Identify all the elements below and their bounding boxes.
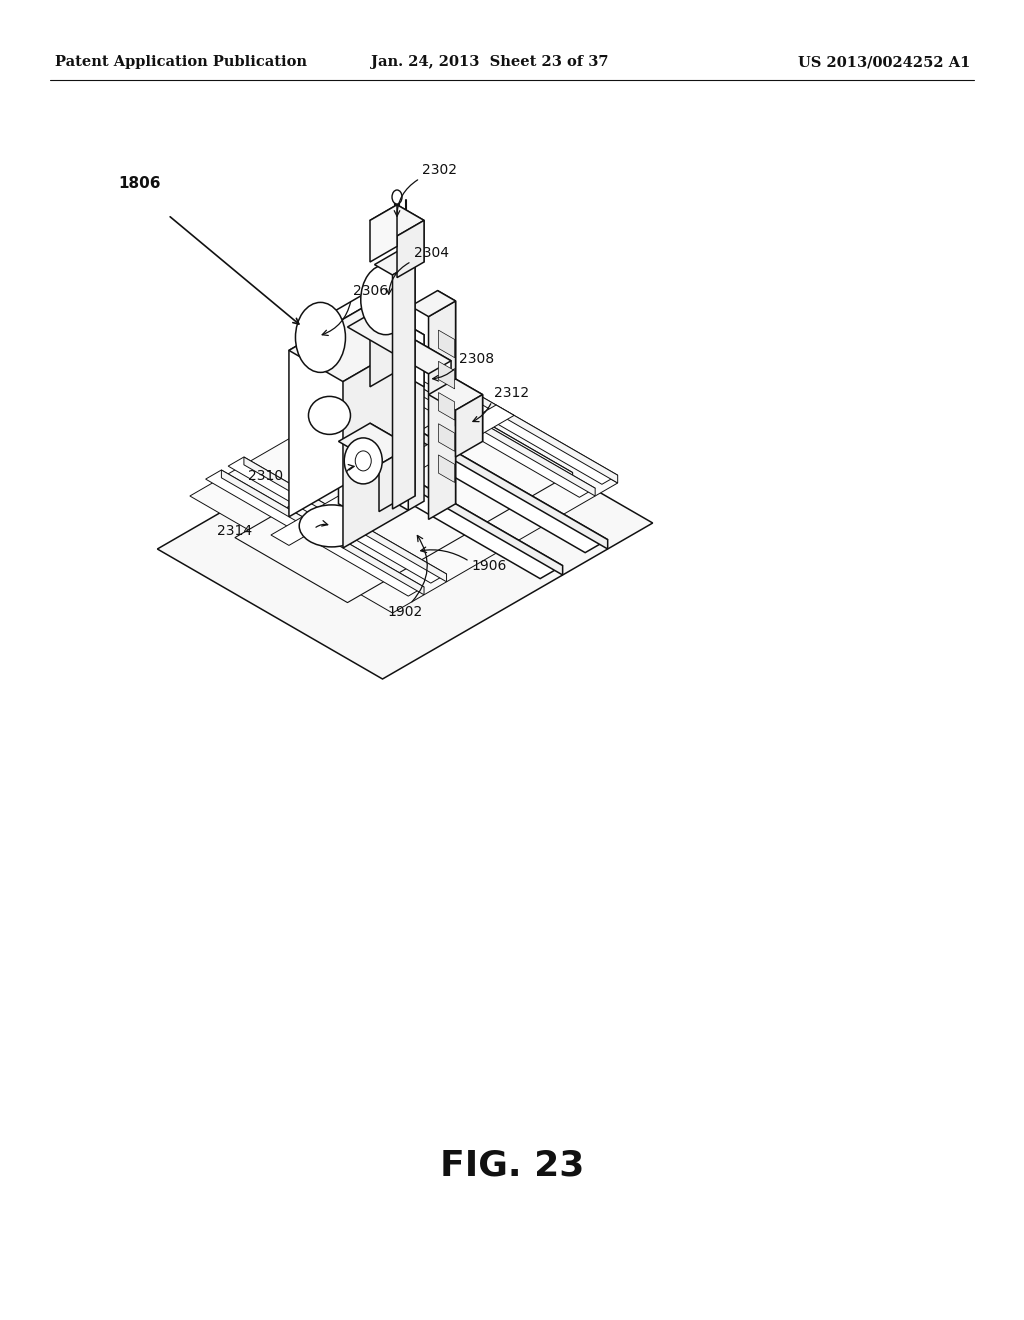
Text: 2310: 2310 [248, 469, 284, 483]
Polygon shape [370, 325, 437, 374]
Text: 2306: 2306 [353, 284, 388, 298]
Polygon shape [289, 304, 424, 381]
Text: 2308: 2308 [459, 352, 494, 366]
Polygon shape [360, 409, 607, 553]
Polygon shape [315, 436, 562, 578]
Polygon shape [395, 484, 409, 511]
Polygon shape [438, 362, 455, 389]
Text: 2314: 2314 [217, 524, 252, 539]
Polygon shape [411, 290, 456, 317]
Polygon shape [189, 366, 617, 612]
Polygon shape [438, 424, 455, 451]
Polygon shape [206, 470, 424, 597]
Polygon shape [438, 330, 455, 358]
Polygon shape [339, 424, 411, 465]
Polygon shape [234, 408, 572, 603]
Text: Jan. 24, 2013  Sheet 23 of 37: Jan. 24, 2013 Sheet 23 of 37 [372, 55, 608, 69]
Polygon shape [397, 220, 424, 277]
Polygon shape [456, 395, 482, 457]
Polygon shape [339, 483, 352, 512]
Polygon shape [347, 314, 451, 374]
Polygon shape [456, 379, 482, 441]
Text: 1806: 1806 [118, 176, 161, 190]
Polygon shape [375, 252, 415, 275]
Polygon shape [392, 261, 415, 510]
Polygon shape [370, 319, 397, 387]
Polygon shape [360, 409, 383, 432]
Ellipse shape [299, 504, 365, 546]
Polygon shape [438, 392, 455, 420]
Polygon shape [397, 205, 424, 261]
Ellipse shape [360, 265, 411, 335]
Polygon shape [399, 358, 617, 484]
Ellipse shape [344, 438, 382, 484]
Text: 2304: 2304 [414, 247, 449, 260]
Polygon shape [377, 371, 595, 498]
Text: Patent Application Publication: Patent Application Publication [55, 55, 307, 69]
Text: US 2013/0024252 A1: US 2013/0024252 A1 [798, 55, 970, 69]
Polygon shape [271, 405, 514, 545]
Polygon shape [460, 408, 572, 483]
Polygon shape [370, 424, 411, 494]
Polygon shape [415, 358, 617, 483]
Polygon shape [370, 205, 397, 261]
Polygon shape [352, 325, 437, 374]
Ellipse shape [355, 451, 372, 471]
Text: FIG. 23: FIG. 23 [440, 1148, 584, 1181]
Polygon shape [437, 290, 456, 504]
Polygon shape [370, 205, 424, 236]
Text: 1906: 1906 [472, 560, 507, 573]
Text: 1902: 1902 [387, 605, 423, 619]
Polygon shape [289, 304, 370, 517]
Polygon shape [338, 436, 562, 576]
Polygon shape [428, 379, 482, 411]
Polygon shape [228, 457, 446, 583]
Polygon shape [428, 301, 456, 519]
Polygon shape [370, 314, 451, 371]
Polygon shape [343, 335, 424, 548]
Polygon shape [383, 409, 607, 549]
Polygon shape [221, 470, 424, 595]
Text: 2302: 2302 [422, 164, 457, 177]
Polygon shape [397, 319, 424, 387]
Ellipse shape [308, 396, 350, 434]
Polygon shape [397, 252, 415, 496]
Polygon shape [244, 457, 446, 582]
Polygon shape [438, 455, 455, 483]
Polygon shape [158, 393, 652, 678]
Polygon shape [392, 371, 595, 496]
Ellipse shape [392, 190, 402, 205]
Ellipse shape [296, 302, 345, 372]
Text: 2312: 2312 [494, 387, 529, 400]
Polygon shape [379, 446, 411, 512]
